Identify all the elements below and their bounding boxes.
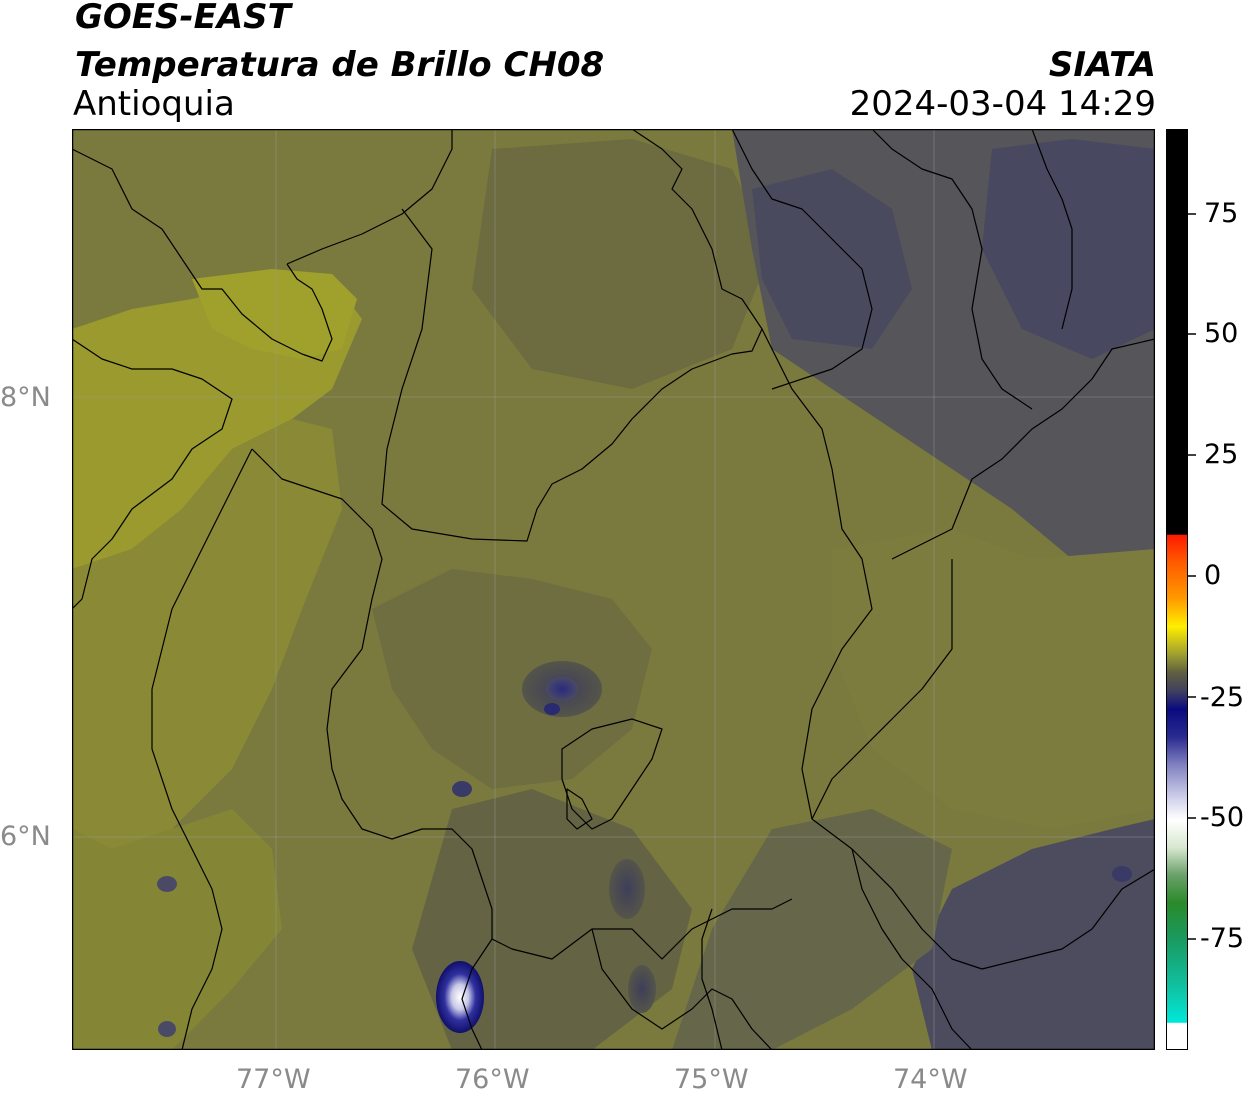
blob-east-1 <box>1112 866 1132 882</box>
colorbar-tick-minus25: -25 <box>1200 682 1245 713</box>
title-timestamp: 2024-03-04 14:29 <box>849 84 1156 124</box>
region-southeast-olive <box>672 809 952 1050</box>
title-satellite: GOES-EAST <box>75 0 291 37</box>
storm-cell <box>436 961 484 1033</box>
colorbar-tick-minus75: -75 <box>1200 923 1245 954</box>
map-plot <box>72 129 1155 1050</box>
border-east-department <box>891 338 1155 560</box>
region-northeast-bluish <box>982 139 1155 359</box>
colorbar-frame <box>1166 129 1188 1050</box>
river-north <box>286 129 453 265</box>
region-northeast-darker <box>752 169 912 349</box>
border-medellin <box>566 788 593 830</box>
border-south-west-2 <box>461 938 493 1050</box>
blob-south-2 <box>609 859 645 919</box>
antioquia-border-east <box>761 328 983 970</box>
border-west-chocó <box>151 448 253 1050</box>
border-northeast-2 <box>871 129 1033 410</box>
lon-label-74W: 74°W <box>893 1064 968 1095</box>
lon-label-75W: 75°W <box>674 1064 749 1095</box>
colorbar-tick-25: 25 <box>1204 439 1239 470</box>
title-region: Antioquia <box>73 84 235 124</box>
colorbar-tick-50: 50 <box>1204 318 1239 349</box>
region-west-medium <box>72 419 342 849</box>
antioquia-border <box>381 129 763 542</box>
map-frame <box>72 129 1155 1050</box>
border-east-lower <box>811 559 953 820</box>
border-southeast <box>981 868 1155 970</box>
border-central-island <box>561 718 663 830</box>
region-center-dark <box>372 569 652 789</box>
lon-label-76W: 76°W <box>455 1064 530 1095</box>
lat-label-8N: 8°N <box>0 382 51 413</box>
colorbar <box>1166 129 1188 1050</box>
border-northeast-3 <box>1031 129 1073 330</box>
blob-west-1 <box>157 876 177 892</box>
region-east-olive <box>832 529 1155 829</box>
antioquia-border-west <box>251 448 793 960</box>
coastline-north <box>181 258 333 362</box>
grid-lines <box>72 129 1155 1050</box>
colorbar-tick-minus50: -50 <box>1200 802 1245 833</box>
lon-label-77W: 77°W <box>236 1064 311 1095</box>
coast-west <box>72 148 183 260</box>
title-product: Temperatura de Brillo CH08 <box>75 45 605 85</box>
region-northwest-bright <box>192 269 357 359</box>
colorbar-tick-75: 75 <box>1204 198 1239 229</box>
blob-center-small <box>544 703 560 715</box>
border-northeast-1 <box>731 129 873 390</box>
region-southeast-gray <box>912 819 1155 1050</box>
border-south-east-2 <box>851 848 973 1050</box>
border-south-mid <box>701 908 723 1050</box>
colorbar-tick-0: 0 <box>1204 560 1222 591</box>
blob-south-3 <box>628 965 656 1013</box>
boundaries <box>72 129 1155 1050</box>
blob-center-core <box>546 677 578 701</box>
title-source: SIATA <box>1048 45 1156 85</box>
region-north-dark <box>472 139 772 389</box>
colorbar-tickmarks <box>1188 213 1196 940</box>
blob-south-1 <box>452 781 472 797</box>
lat-label-6N: 6°N <box>0 821 51 852</box>
region-southwest-olive <box>72 809 282 1050</box>
antioquia-south <box>591 928 773 1050</box>
blob-west-2 <box>158 1021 176 1037</box>
coastline-gulf <box>72 338 233 610</box>
colorbar-fill <box>1166 129 1188 1050</box>
